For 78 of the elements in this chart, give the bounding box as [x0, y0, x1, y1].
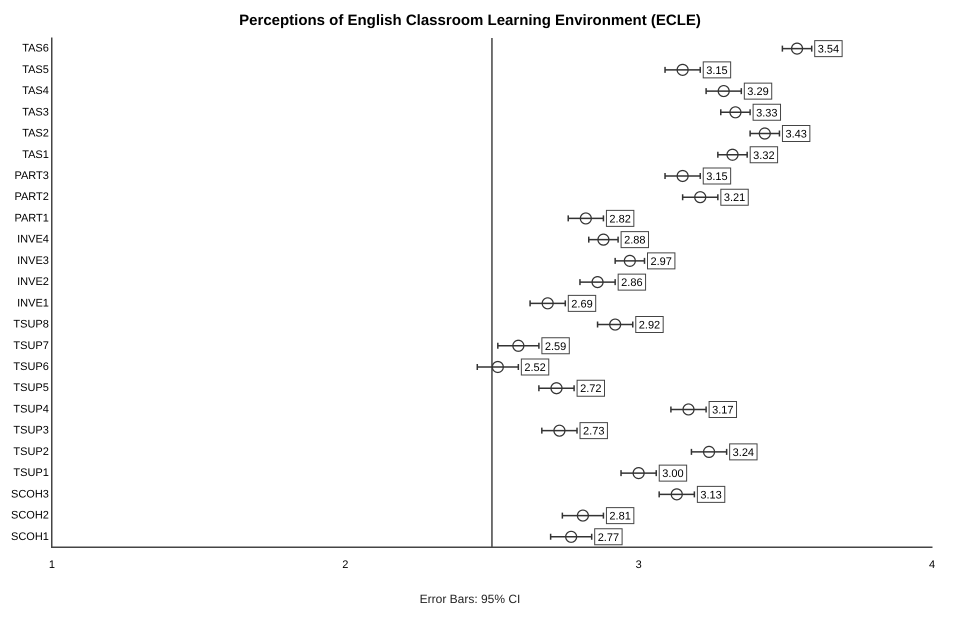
y-tick-label: TSUP1 [13, 467, 49, 480]
point [609, 318, 622, 331]
point [550, 382, 563, 394]
data-label: 3.00 [662, 468, 684, 480]
y-tick-label: PART3 [14, 170, 49, 182]
point [492, 360, 504, 374]
data-label: 3.15 [706, 170, 728, 183]
point [565, 530, 578, 543]
data-label: 3.13 [700, 489, 722, 502]
y-tick-label: INVE4 [17, 234, 49, 246]
y-tick-label: PART2 [14, 191, 49, 204]
point [790, 42, 804, 55]
data-label: 3.54 [818, 44, 840, 56]
data-label: 2.82 [609, 213, 631, 226]
y-tick-label: TAS3 [22, 106, 49, 118]
point [553, 424, 566, 437]
y-tick-label: TSUP7 [13, 340, 49, 352]
point [624, 254, 636, 267]
data-label: 3.21 [724, 192, 746, 204]
y-tick-label: TSUP3 [13, 424, 49, 437]
data-label: 2.97 [650, 256, 672, 268]
point [670, 488, 683, 500]
data-label: 2.72 [580, 383, 602, 396]
point [597, 234, 610, 246]
point [676, 170, 689, 182]
point [576, 509, 589, 522]
data-label: 3.17 [712, 404, 734, 416]
data-label: 3.43 [785, 128, 807, 141]
point [632, 467, 645, 480]
point [726, 148, 739, 161]
data-label: 3.33 [756, 107, 778, 120]
y-tick-label: INVE2 [17, 276, 49, 288]
y-tick-label: TSUP4 [13, 403, 49, 416]
data-label: 2.69 [571, 298, 593, 310]
data-label: 2.86 [621, 277, 643, 290]
point [758, 127, 771, 140]
x-tick-label: 1 [48, 559, 55, 572]
data-label: 3.15 [706, 64, 728, 77]
x-tick-label: 4 [928, 559, 936, 572]
data-label: 2.92 [638, 320, 660, 332]
data-label: 2.81 [609, 510, 631, 523]
data-label: 3.32 [753, 150, 775, 162]
y-tick-label: SCOH3 [10, 488, 49, 500]
point [718, 84, 730, 98]
y-tick-label: TSUP2 [13, 446, 49, 458]
y-tick-label: TSUP6 [13, 361, 49, 374]
chart-title: Perceptions of English Classroom Learning Environment (ECLE) [239, 12, 701, 30]
point [729, 106, 742, 118]
data-label: 3.24 [732, 446, 754, 459]
data-label: 2.59 [544, 340, 566, 353]
y-tick-label: PART1 [14, 212, 49, 224]
data-label: 2.88 [624, 234, 646, 247]
point [682, 403, 695, 416]
x-tick-label: 3 [636, 559, 642, 572]
point [542, 297, 554, 310]
y-tick-label: SCOH2 [10, 510, 49, 522]
point [676, 64, 689, 76]
data-label: 2.77 [598, 532, 620, 544]
y-tick-label: INVE1 [17, 297, 49, 310]
y-tick-label: SCOH1 [10, 530, 49, 543]
point [591, 276, 604, 288]
y-tick-label: TAS6 [22, 42, 49, 55]
data-label: 3.29 [747, 86, 769, 98]
point [702, 446, 716, 458]
y-tick-label: TAS1 [22, 148, 49, 161]
data-label: 2.73 [583, 426, 604, 438]
point [512, 340, 524, 352]
data-label: 2.52 [524, 362, 546, 374]
point [580, 212, 592, 225]
y-tick-label: TAS2 [22, 128, 49, 140]
text: Error Bars: 95% CI [420, 592, 520, 606]
point [694, 191, 706, 204]
x-tick-label: 2 [342, 559, 348, 572]
y-tick-label: TSUP8 [13, 318, 49, 331]
y-tick-label: TSUP5 [13, 382, 49, 394]
y-tick-label: INVE3 [17, 254, 49, 267]
y-tick-label: TAS5 [22, 64, 49, 76]
y-tick-label: TAS4 [22, 85, 49, 98]
